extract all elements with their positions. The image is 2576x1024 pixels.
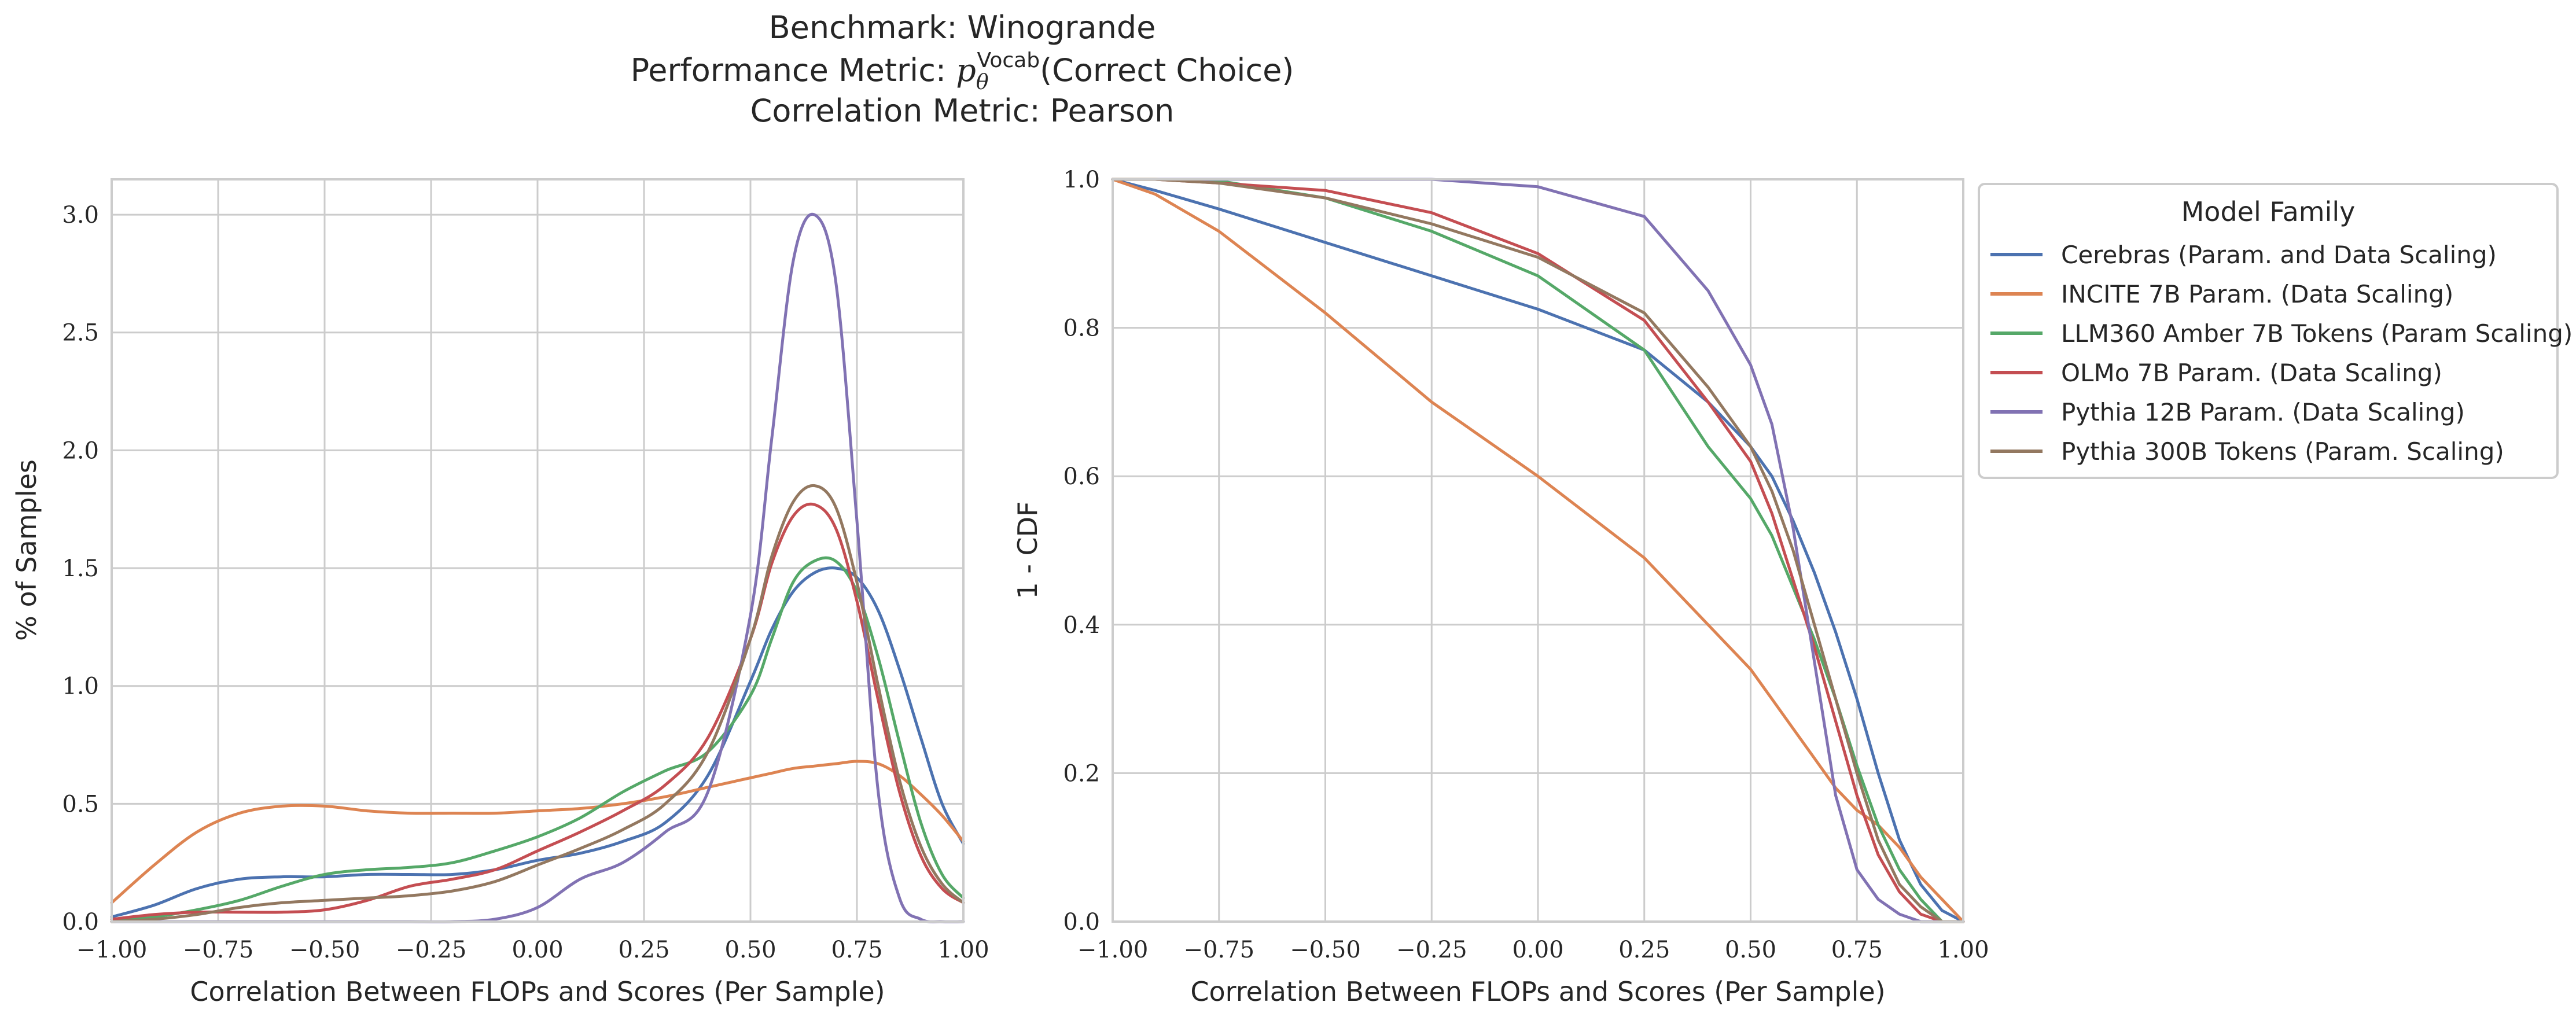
survival-y-tick-label: 0.0 bbox=[1063, 909, 1100, 935]
survival-y-tick-label: 0.2 bbox=[1063, 760, 1100, 787]
kde-y-tick-label: 0.0 bbox=[62, 909, 99, 935]
kde-series-line-olmo bbox=[110, 502, 965, 921]
kde-y-tick-label: 1.5 bbox=[62, 555, 99, 582]
kde-x-axis-label: Correlation Between FLOPs and Scores (Pe… bbox=[190, 976, 885, 1007]
kde-x-tick-label: −1.00 bbox=[76, 937, 148, 963]
kde-y-tick-label: 2.0 bbox=[62, 437, 99, 464]
survival-series-line-incite bbox=[1111, 178, 1965, 923]
title-line-correlation: Correlation Metric: Pearson bbox=[750, 93, 1175, 129]
survival-x-tick-label: 0.50 bbox=[1725, 937, 1776, 963]
survival-x-tick-labels: −1.00 −0.75 −0.50 −0.25 0.00 0.25 0.50 0.75 1.00 bbox=[1077, 937, 1989, 963]
kde-series-line-pythia300b bbox=[110, 484, 965, 923]
kde-series-line-llm360 bbox=[110, 556, 965, 921]
survival-x-tick-label: 0.75 bbox=[1831, 937, 1883, 963]
survival-y-axis-label: 1 - CDF bbox=[1012, 501, 1043, 599]
kde-y-tick-label: 3.0 bbox=[62, 202, 99, 229]
survival-x-tick-label: −1.00 bbox=[1077, 937, 1149, 963]
legend: Model Family Cerebras (Param. and Data S… bbox=[1978, 183, 2573, 479]
kde-x-tick-label: 0.25 bbox=[618, 937, 669, 963]
title-metric-prefix: Performance Metric: bbox=[631, 52, 956, 89]
survival-y-tick-labels: 0.0 0.2 0.4 0.6 0.8 1.0 bbox=[1063, 167, 1100, 935]
title-metric-suffix: (Correct Choice) bbox=[1040, 52, 1294, 89]
legend-label: LLM360 Amber 7B Tokens (Param Scaling) bbox=[2061, 319, 2573, 348]
kde-series-line-incite bbox=[110, 760, 965, 904]
kde-x-tick-labels: −1.00 −0.75 −0.50 −0.25 0.00 0.25 0.50 0.75 1.00 bbox=[76, 937, 989, 963]
survival-series-line-olmo bbox=[1111, 178, 1965, 923]
kde-x-tick-label: −0.25 bbox=[396, 937, 467, 963]
survival-y-tick-label: 0.8 bbox=[1063, 315, 1100, 342]
survival-x-tick-label: 0.25 bbox=[1618, 937, 1670, 963]
title-metric-symbol: p bbox=[956, 52, 976, 89]
kde-axes-frame bbox=[111, 178, 965, 923]
kde-series-line-cerebras bbox=[110, 566, 965, 919]
kde-x-tick-label: 0.00 bbox=[511, 937, 563, 963]
survival-x-tick-label: −0.75 bbox=[1183, 937, 1254, 963]
legend-frame bbox=[1978, 183, 2559, 479]
kde-y-tick-label: 0.5 bbox=[62, 791, 99, 817]
survival-axes-frame bbox=[1112, 178, 1964, 923]
title-metric-superscript: Vocab bbox=[977, 49, 1040, 72]
survival-x-axis-label: Correlation Between FLOPs and Scores (Pe… bbox=[1190, 976, 1885, 1007]
survival-series-line-cerebras bbox=[1111, 178, 1965, 923]
kde-y-axis-label: % of Samples bbox=[11, 459, 42, 641]
survival-series-line-pythia300b bbox=[1111, 178, 1965, 923]
survival-x-tick-label: 1.00 bbox=[1937, 937, 1989, 963]
legend-label: Pythia 12B Param. (Data Scaling) bbox=[2061, 398, 2465, 426]
survival-y-tick-label: 0.6 bbox=[1063, 463, 1100, 490]
legend-label: Pythia 300B Tokens (Param. Scaling) bbox=[2061, 437, 2504, 466]
survival-x-tick-label: −0.50 bbox=[1290, 937, 1361, 963]
survival-x-tick-label: −0.25 bbox=[1396, 937, 1467, 963]
legend-items: Cerebras (Param. and Data Scaling) INCITE… bbox=[1990, 241, 2573, 466]
legend-label: Cerebras (Param. and Data Scaling) bbox=[2061, 241, 2497, 269]
legend-title: Model Family bbox=[2181, 196, 2356, 227]
title-metric-subscript: θ bbox=[976, 71, 989, 94]
survival-x-tick-label: 0.00 bbox=[1512, 937, 1563, 963]
survival-y-tick-label: 1.0 bbox=[1063, 167, 1100, 193]
kde-lines bbox=[110, 212, 965, 923]
title-line-benchmark: Benchmark: Winogrande bbox=[769, 9, 1156, 46]
legend-label: INCITE 7B Param. (Data Scaling) bbox=[2061, 280, 2453, 308]
kde-panel: −1.00 −0.75 −0.50 −0.25 0.00 0.25 0.50 0.75 1.00… bbox=[11, 178, 989, 1007]
title-line-metric: Performance Metric: pθVocab(Correct Choi… bbox=[631, 49, 1294, 94]
kde-x-tick-label: 1.00 bbox=[937, 937, 989, 963]
kde-x-tick-label: 0.50 bbox=[724, 937, 776, 963]
kde-y-tick-labels: 0.0 0.5 1.0 1.5 2.0 2.5 3.0 bbox=[62, 202, 99, 935]
survival-panel: −1.00 −0.75 −0.50 −0.25 0.00 0.25 0.50 0.75 1.00… bbox=[1012, 167, 1989, 1007]
figure-title: Benchmark: Winogrande Performance Metric… bbox=[631, 9, 1294, 129]
kde-y-tick-label: 1.0 bbox=[62, 673, 99, 700]
survival-y-tick-label: 0.4 bbox=[1063, 612, 1100, 639]
kde-y-tick-label: 2.5 bbox=[62, 320, 99, 347]
legend-label: OLMo 7B Param. (Data Scaling) bbox=[2061, 359, 2442, 387]
kde-x-tick-label: −0.75 bbox=[183, 937, 254, 963]
kde-x-tick-label: −0.50 bbox=[289, 937, 360, 963]
kde-x-tick-label: 0.75 bbox=[831, 937, 882, 963]
